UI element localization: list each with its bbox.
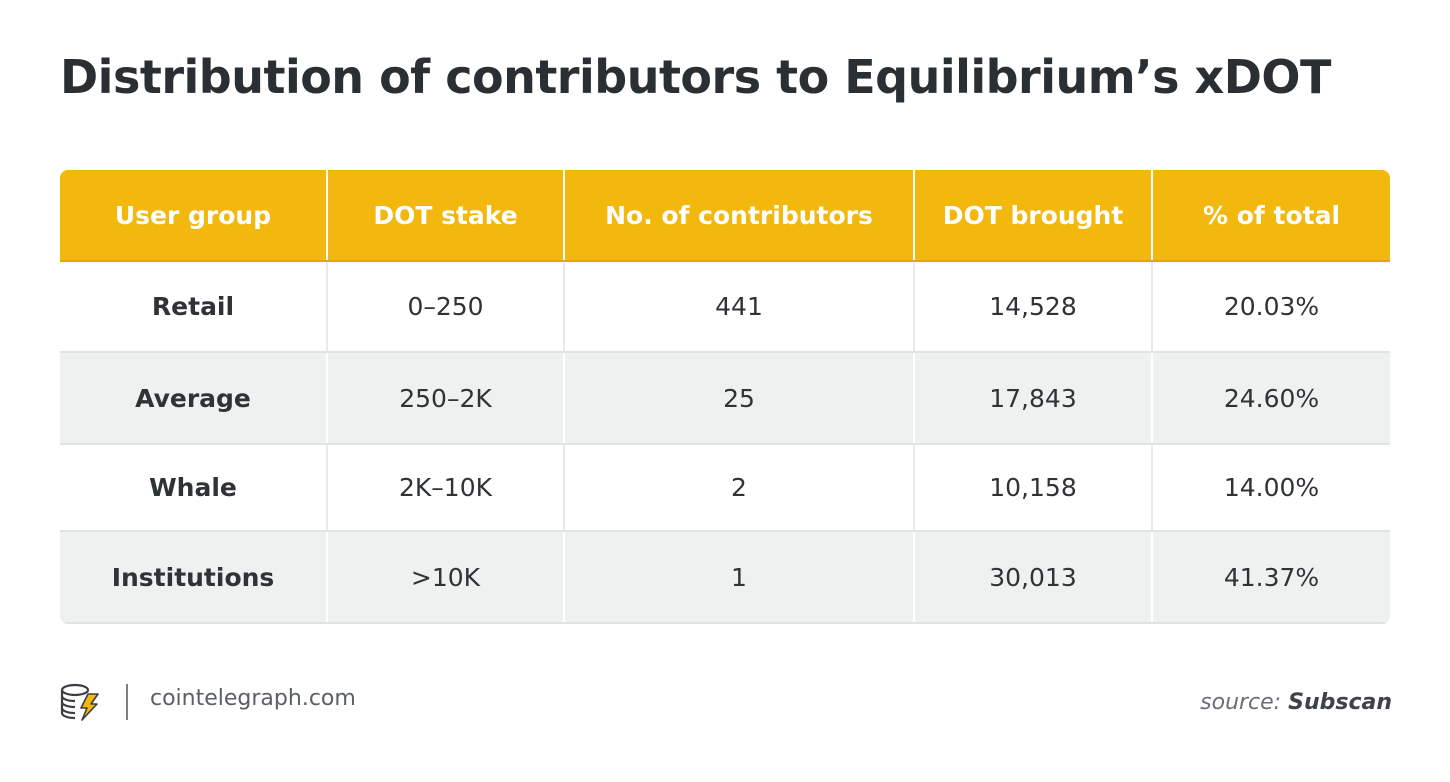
column-header-user-group: User group <box>60 170 327 262</box>
table-row: Retail 0–250 441 14,528 20.03% <box>60 261 1390 353</box>
cell-user-group: Institutions <box>60 531 327 624</box>
column-header-contributors: No. of contributors <box>563 170 914 262</box>
cell-user-group: Average <box>60 352 327 445</box>
source-name: Subscan <box>1288 690 1392 715</box>
source-credit: source: Subscan <box>1200 690 1392 715</box>
cell-user-group: Whale <box>60 444 327 532</box>
cointelegraph-logo-icon[interactable] <box>58 680 102 724</box>
footer-divider <box>126 684 128 720</box>
data-table-container: User group DOT stake No. of contributors… <box>60 170 1390 624</box>
cell-dot-stake: 2K–10K <box>326 444 564 532</box>
cell-percent-total: 14.00% <box>1151 444 1390 532</box>
data-table: User group DOT stake No. of contributors… <box>60 170 1390 624</box>
cell-dot-stake: >10K <box>326 531 564 624</box>
footer-site-link[interactable]: cointelegraph.com <box>150 686 356 711</box>
table-row: Whale 2K–10K 2 10,158 14.00% <box>60 444 1390 532</box>
cell-contributors: 25 <box>563 352 914 445</box>
cell-dot-brought: 14,528 <box>913 261 1152 353</box>
table-header-row: User group DOT stake No. of contributors… <box>60 170 1390 262</box>
cell-contributors: 441 <box>563 261 914 353</box>
page-title: Distribution of contributors to Equilibr… <box>60 50 1331 104</box>
column-header-percent-total: % of total <box>1151 170 1390 262</box>
source-label: source: <box>1200 690 1282 715</box>
cell-dot-stake: 0–250 <box>326 261 564 353</box>
table-row: Average 250–2K 25 17,843 24.60% <box>60 352 1390 445</box>
cell-percent-total: 41.37% <box>1151 531 1390 624</box>
cell-dot-brought: 17,843 <box>913 352 1152 445</box>
cell-dot-brought: 10,158 <box>913 444 1152 532</box>
table-row: Institutions >10K 1 30,013 41.37% <box>60 531 1390 624</box>
cell-dot-brought: 30,013 <box>913 531 1152 624</box>
cell-contributors: 2 <box>563 444 914 532</box>
cell-user-group: Retail <box>60 261 327 353</box>
cell-percent-total: 20.03% <box>1151 261 1390 353</box>
cell-dot-stake: 250–2K <box>326 352 564 445</box>
cell-percent-total: 24.60% <box>1151 352 1390 445</box>
column-header-dot-stake: DOT stake <box>326 170 564 262</box>
column-header-dot-brought: DOT brought <box>913 170 1152 262</box>
cell-contributors: 1 <box>563 531 914 624</box>
